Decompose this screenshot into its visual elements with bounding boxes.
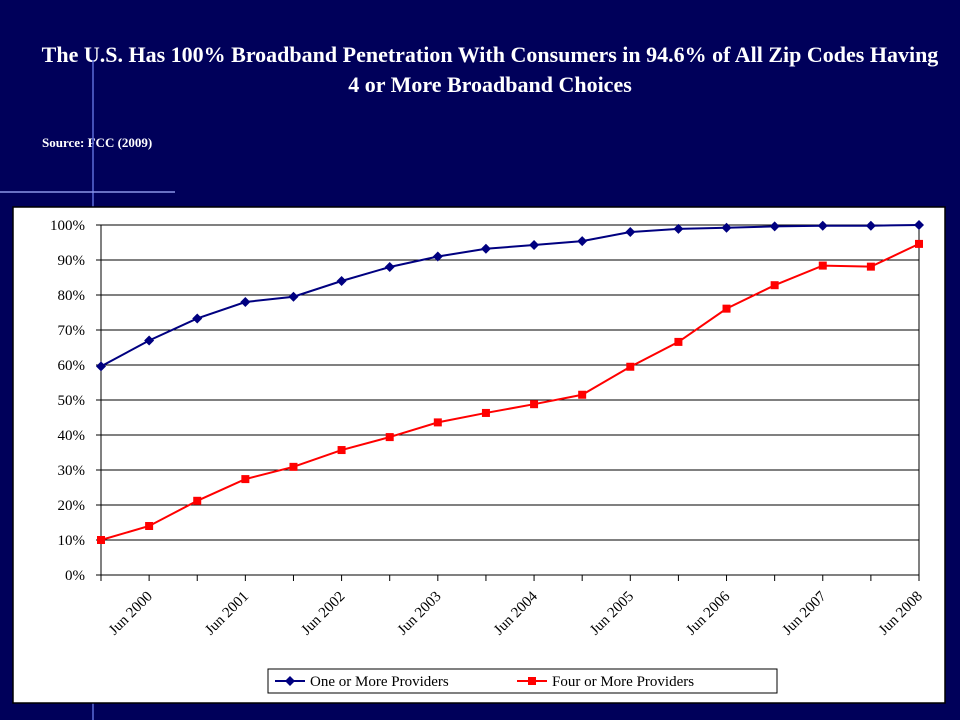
marker xyxy=(577,236,588,247)
source-note: Source: FCC (2009) xyxy=(42,135,153,150)
marker xyxy=(289,462,298,471)
y-tick-label: 30% xyxy=(58,463,86,479)
marker xyxy=(529,239,540,250)
marker xyxy=(96,361,106,372)
marker xyxy=(285,676,295,686)
y-tick-label: 10% xyxy=(58,533,86,549)
marker xyxy=(673,223,684,234)
marker xyxy=(433,418,442,427)
marker xyxy=(866,262,875,271)
marker xyxy=(674,337,683,346)
marker xyxy=(97,536,105,544)
y-tick-label: 50% xyxy=(58,393,86,409)
marker xyxy=(481,408,490,417)
legend-label: One or More Providers xyxy=(310,674,449,690)
y-tick-label: 40% xyxy=(58,428,86,444)
series-line xyxy=(100,242,920,541)
marker xyxy=(769,221,780,232)
marker xyxy=(770,281,779,290)
marker xyxy=(528,677,536,685)
marker xyxy=(480,243,491,254)
marker xyxy=(384,262,395,272)
marker xyxy=(915,239,923,248)
marker xyxy=(193,496,202,505)
marker xyxy=(288,291,299,302)
chart-title: The U.S. Has 100% Broadband Penetration … xyxy=(41,42,939,97)
marker xyxy=(626,362,635,371)
marker xyxy=(818,261,827,270)
marker xyxy=(241,475,250,484)
marker xyxy=(865,220,876,231)
y-tick-label: 70% xyxy=(58,323,86,339)
marker xyxy=(337,446,346,455)
marker xyxy=(625,227,636,237)
y-tick-label: 60% xyxy=(58,358,86,374)
legend-label: Four or More Providers xyxy=(552,674,694,690)
marker xyxy=(914,220,924,230)
marker xyxy=(530,400,539,409)
marker xyxy=(385,433,394,442)
marker xyxy=(432,251,443,262)
series-line xyxy=(100,224,920,368)
y-tick-label: 80% xyxy=(58,288,86,304)
marker xyxy=(240,297,251,307)
marker xyxy=(336,276,347,286)
y-tick-label: 100% xyxy=(50,218,85,234)
marker xyxy=(144,335,155,346)
marker xyxy=(817,220,828,231)
y-tick-label: 0% xyxy=(65,568,85,584)
y-tick-label: 90% xyxy=(58,253,86,269)
chart-panel xyxy=(12,206,946,704)
marker xyxy=(192,313,203,324)
marker xyxy=(721,222,732,233)
marker xyxy=(578,390,587,399)
marker xyxy=(145,522,154,530)
marker xyxy=(722,304,731,313)
y-tick-label: 20% xyxy=(58,498,86,514)
